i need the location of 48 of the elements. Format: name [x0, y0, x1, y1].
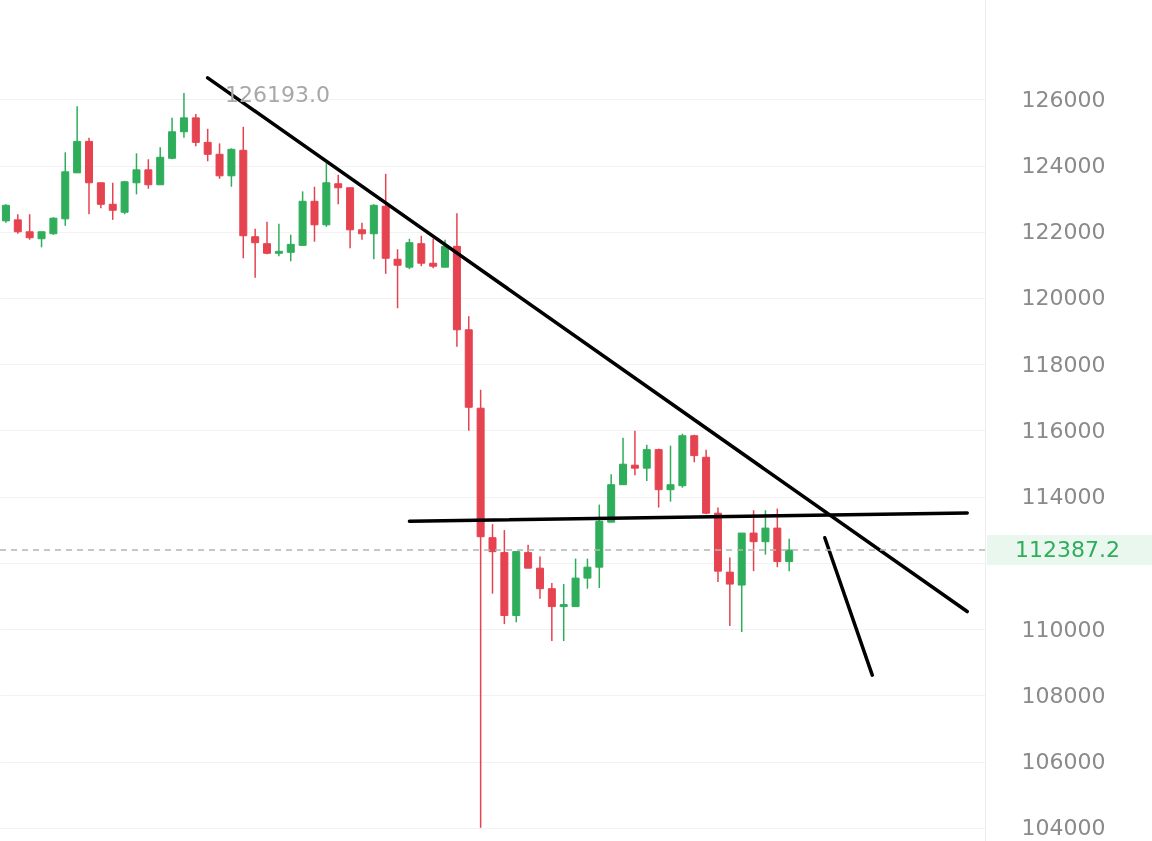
candlestick: [108, 182, 117, 221]
ref-line-label: 112387.2: [1015, 537, 1120, 563]
y-tick-label: 124000: [1021, 153, 1106, 179]
candlestick: [547, 582, 556, 642]
candlestick: [203, 128, 212, 162]
candlestick: [215, 142, 224, 180]
candlestick: [488, 523, 497, 595]
candlestick: [524, 543, 533, 569]
y-tick-label: 110000: [1021, 616, 1106, 642]
y-tick-label: 120000: [1021, 285, 1106, 311]
candlestick: [559, 583, 568, 642]
candlestick: [393, 248, 402, 310]
y-tick-label: 116000: [1021, 417, 1106, 443]
candlestick: [642, 443, 651, 482]
y-tick-label: 122000: [1021, 219, 1106, 245]
candlestick: [417, 234, 426, 267]
candlestick: [179, 92, 188, 139]
candlestick: [749, 509, 758, 572]
candlestick: [761, 509, 770, 556]
candlestick: [263, 221, 272, 256]
candlestick: [583, 557, 592, 590]
candlestick: [144, 158, 153, 190]
candlestick: [441, 238, 450, 268]
candlestick: [96, 182, 105, 210]
candlestick: [310, 185, 319, 243]
y-tick-label: 118000: [1021, 351, 1106, 377]
y-tick-label: 104000: [1021, 815, 1106, 841]
candlestick: [619, 436, 628, 486]
candlestick: [334, 174, 343, 206]
candlestick: [690, 433, 699, 463]
candlestick: [630, 430, 639, 476]
y-tick-label: 106000: [1021, 749, 1106, 775]
candlestick: [25, 213, 34, 241]
candlestick: [535, 555, 544, 600]
candlestick: [132, 152, 141, 196]
candlestick: [666, 444, 675, 503]
candlestick: [286, 234, 295, 262]
y-tick-label: 126000: [1021, 86, 1106, 112]
candlestick: [357, 222, 366, 241]
candlestick: [13, 213, 22, 235]
y-tick-label: 108000: [1021, 682, 1106, 708]
y-tick-label: 114000: [1021, 484, 1106, 510]
candlestick: [1, 203, 10, 224]
candlestick: [785, 537, 794, 572]
candlestick: [251, 228, 260, 279]
candlestick: [725, 556, 734, 627]
candlestick: [429, 237, 438, 269]
candlestick: [274, 223, 283, 258]
